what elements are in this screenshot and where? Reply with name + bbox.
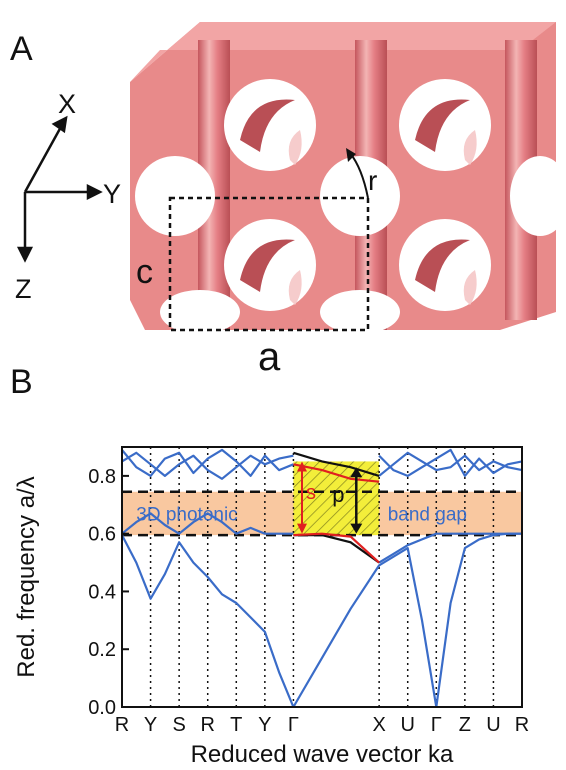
panel-a-label: A bbox=[10, 30, 33, 68]
band-line-3 bbox=[121, 512, 294, 535]
p-label: p bbox=[332, 482, 344, 507]
band-gap-label-left: 3D photonic bbox=[136, 504, 237, 525]
axis-z-label: Z bbox=[15, 274, 32, 304]
x-axis-label: Reduced wave vector ka bbox=[191, 741, 454, 768]
x-tick-label: U bbox=[400, 714, 414, 736]
panel-b-label: B bbox=[10, 363, 33, 401]
lattice-a-label: a bbox=[258, 335, 281, 379]
x-tick-label: X bbox=[372, 714, 385, 736]
unit-cell-box bbox=[168, 196, 370, 332]
band-line-7 bbox=[378, 451, 523, 477]
s-arrow-head-top bbox=[297, 461, 307, 472]
inverse-woodpile-structure bbox=[130, 22, 566, 334]
x-tick-label: S bbox=[172, 714, 185, 736]
band-line-0 bbox=[121, 534, 295, 708]
x-tick-label: U bbox=[486, 714, 500, 736]
band-line-5 bbox=[121, 451, 294, 480]
lattice-c-label: c bbox=[136, 253, 153, 291]
band-line-8 bbox=[378, 448, 523, 477]
axis-triad bbox=[16, 115, 103, 263]
y-tick-label: 0.2 bbox=[88, 639, 116, 661]
band-line-1 bbox=[292, 547, 438, 708]
p-arrow-head-bottom bbox=[350, 523, 363, 534]
plot-frame bbox=[121, 446, 523, 708]
band-line-6 bbox=[121, 448, 294, 477]
y-tick-label: 0.0 bbox=[88, 697, 116, 719]
x-tick-label: Γ bbox=[431, 714, 442, 736]
y-tick-label: 0.6 bbox=[88, 524, 116, 546]
x-tick-label: R bbox=[515, 714, 529, 736]
x-tick-label: R bbox=[115, 714, 129, 736]
y-tick-label: 0.8 bbox=[88, 466, 116, 488]
x-tick-label: T bbox=[230, 714, 242, 736]
highlight-curve-3 bbox=[293, 463, 380, 483]
x-tick-label: Z bbox=[459, 714, 471, 736]
x-tick-label: Y bbox=[144, 714, 157, 736]
band-line-2 bbox=[435, 532, 522, 708]
x-tick-label: R bbox=[200, 714, 214, 736]
p-arrow-head-top bbox=[350, 467, 363, 478]
y-axis-label: Red. frequency a/λ bbox=[13, 476, 40, 677]
highlight-curve-0 bbox=[293, 451, 380, 477]
x-tick-label: Y bbox=[258, 714, 271, 736]
band-line-4 bbox=[378, 532, 522, 564]
highlight-curve-1 bbox=[293, 534, 380, 564]
radius-label: r bbox=[368, 165, 377, 196]
band-gap-label-right: band gap bbox=[388, 504, 467, 525]
y-tick-label: 0.4 bbox=[88, 581, 116, 603]
s-arrow-head-bottom bbox=[297, 523, 307, 534]
x-tick-label: Γ bbox=[288, 714, 299, 736]
axis-y-label: Y bbox=[103, 179, 121, 209]
axis-x-label: X bbox=[58, 89, 76, 119]
s-label: s bbox=[306, 482, 316, 504]
highlight-curve-2 bbox=[293, 532, 380, 564]
